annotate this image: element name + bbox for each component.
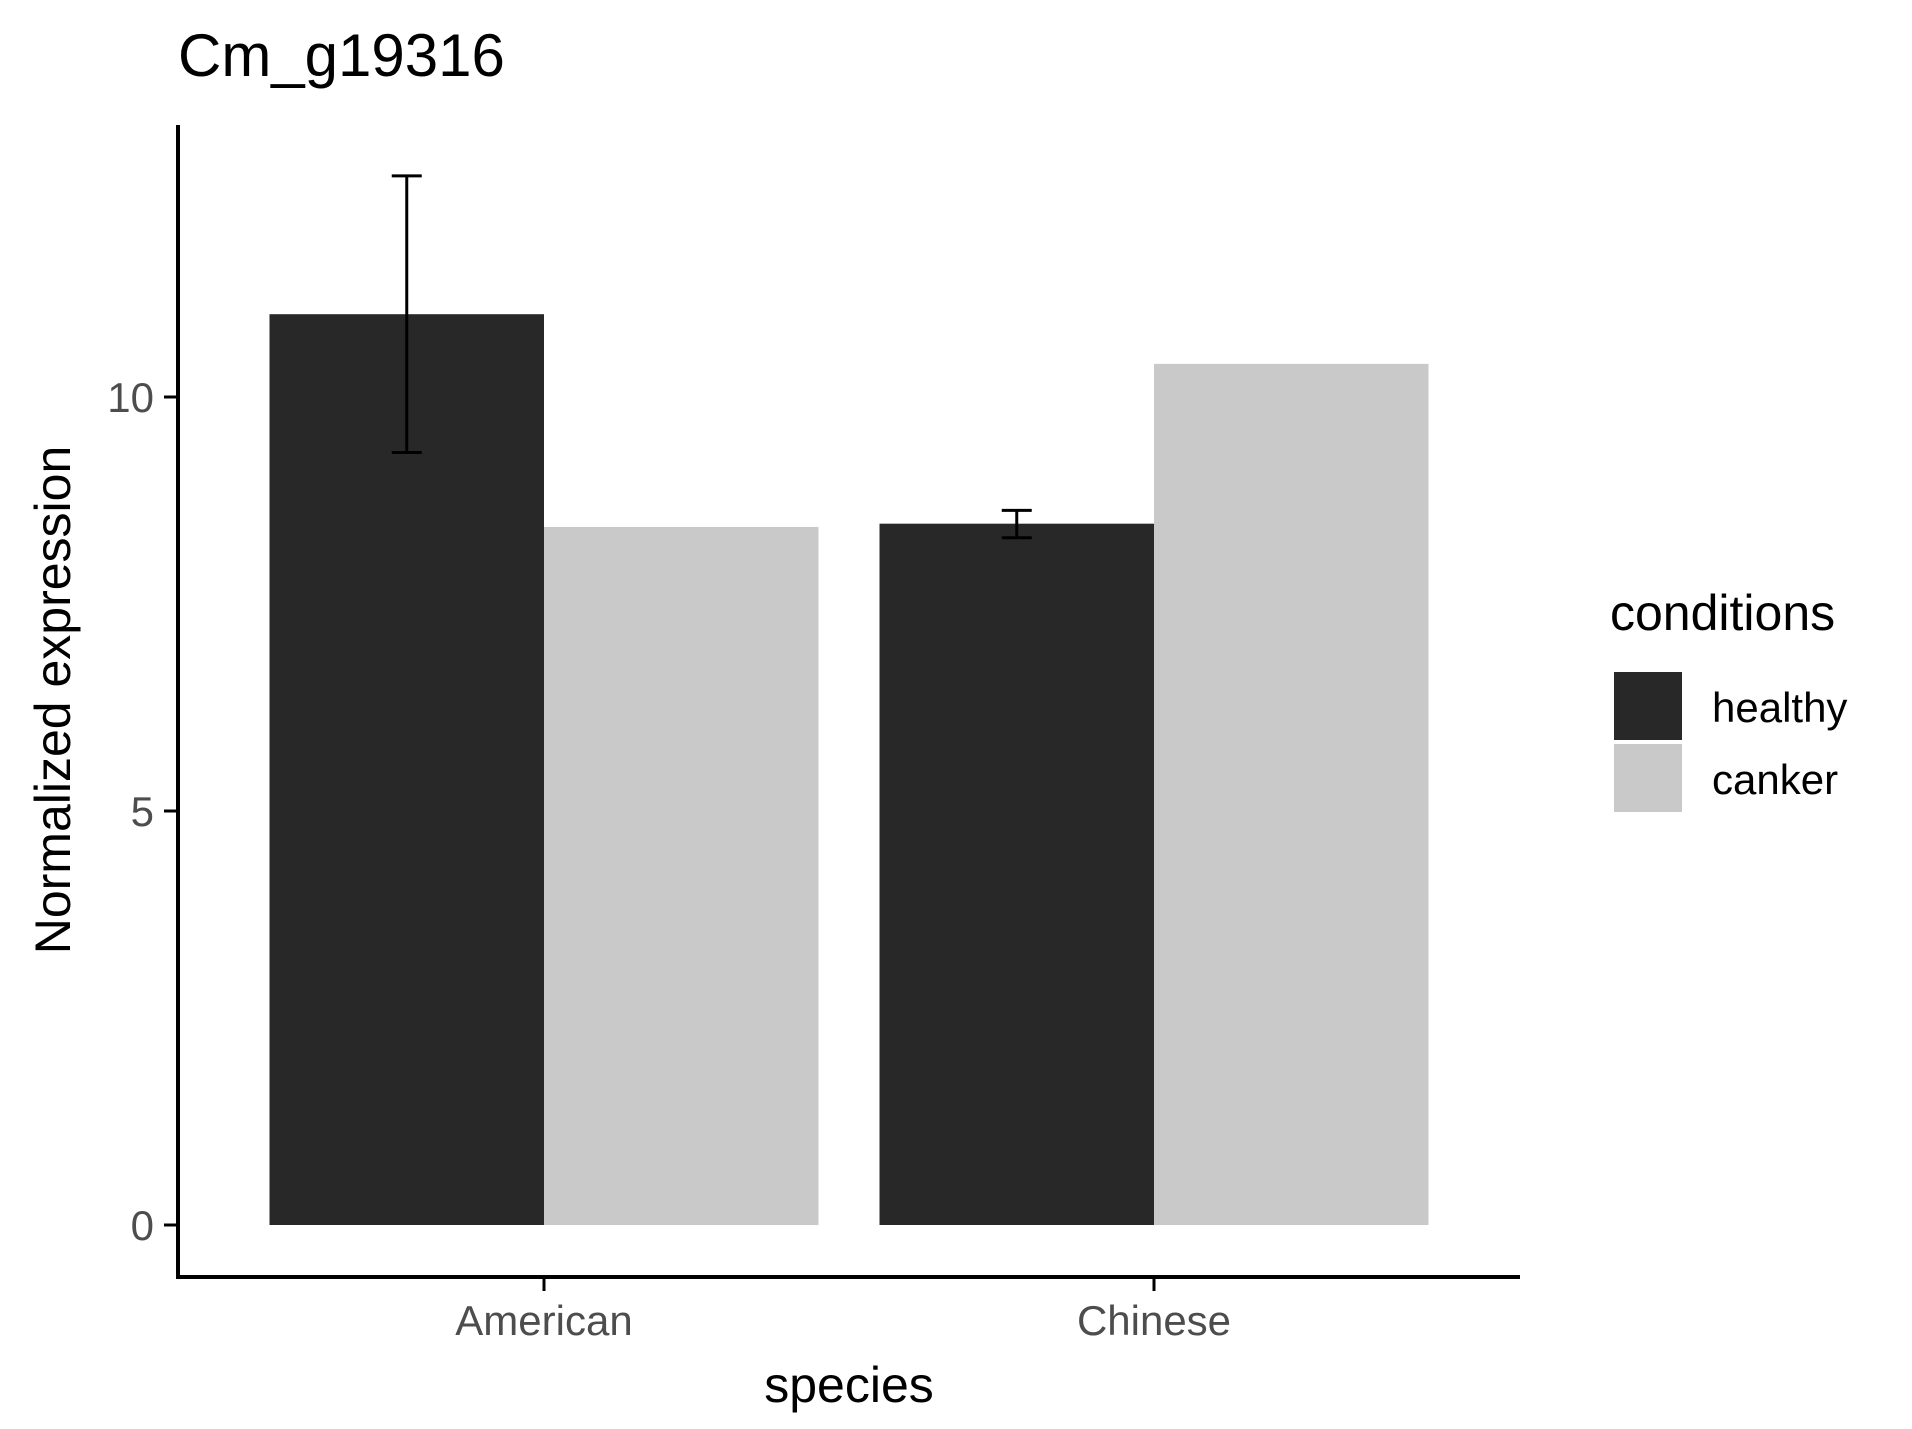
bar-chinese-canker [1154, 363, 1429, 1225]
y-tick-label-0: 0 [131, 1202, 154, 1249]
x-axis-label: species [764, 1357, 934, 1413]
legend-label-healthy: healthy [1712, 684, 1847, 731]
bar-american-healthy [269, 314, 544, 1225]
legend-key-canker [1614, 744, 1682, 812]
bar-chinese-healthy [879, 523, 1154, 1225]
legend-title: conditions [1610, 585, 1835, 641]
legend-key-healthy [1614, 672, 1682, 740]
y-tick-label-10: 10 [107, 374, 154, 421]
chart-title: Cm_g19316 [178, 22, 505, 89]
legend: conditions healthy canker [1610, 585, 1847, 812]
y-tick-label-5: 5 [131, 788, 154, 835]
legend-label-canker: canker [1712, 756, 1838, 803]
bar-american-canker [544, 526, 819, 1225]
x-tick-label-chinese: Chinese [1077, 1297, 1231, 1344]
plot-area: American Chinese 0 5 10 [107, 174, 1429, 1344]
y-axis-label: Normalized expression [25, 446, 81, 955]
x-tick-label-american: American [455, 1297, 632, 1344]
